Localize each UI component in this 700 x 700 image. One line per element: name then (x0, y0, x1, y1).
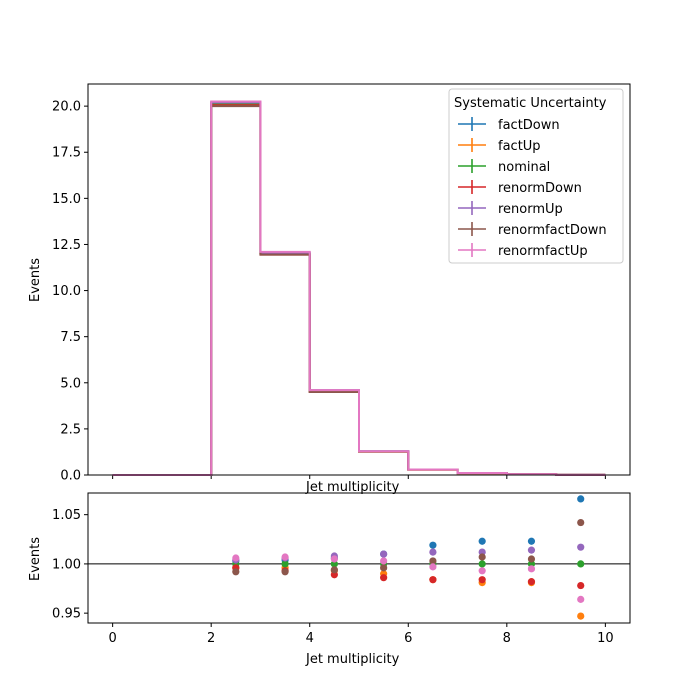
ratio-point-renormfactUp (380, 557, 388, 565)
step-line-renormfactUp (112, 100, 606, 476)
top-histogram-steps (112, 100, 606, 476)
ratio-point-renormDown (429, 576, 437, 584)
ratio-point-nominal (330, 560, 338, 568)
legend-entry-renormDown: renormDown (458, 180, 582, 196)
ratio-point-renormUp (380, 550, 388, 558)
ratio-point-renormfactDown (380, 564, 388, 572)
legend-box (448, 88, 624, 264)
top-ylabel: Events (28, 258, 43, 302)
top-ytick-label: 5.0 (60, 376, 81, 391)
legend-label: nominal (498, 160, 550, 175)
legend-entry-factUp: factUp (458, 138, 541, 154)
legend-entries: factDown factUp nominal renormDown renormUp r… (458, 117, 607, 259)
ratio-point-renormUp (429, 548, 437, 556)
bottom-xlabel: Jet multiplicity (305, 652, 400, 667)
top-ytick-label: 17.5 (52, 146, 81, 161)
bottom-xtick-label: 4 (306, 631, 314, 646)
legend-entry-renormfactDown: renormfactDown (458, 222, 607, 238)
legend-label: renormfactDown (498, 223, 607, 238)
legend-label: factDown (498, 118, 560, 133)
ratio-point-factUp (577, 612, 585, 620)
ratio-point-renormDown (527, 578, 536, 586)
ratio-point-renormfactUp (330, 555, 338, 563)
ratio-point-renormfactUp (577, 595, 585, 603)
top-ytick-label: 2.5 (60, 422, 81, 437)
ratio-point-renormfactDown (232, 568, 240, 576)
ratio-point-renormfactDown (330, 566, 338, 574)
ratio-point-renormfactUp (527, 565, 536, 573)
ratio-point-renormDown (577, 581, 585, 590)
bottom-ylabel: Events (28, 537, 43, 581)
ratio-point-nominal (577, 560, 585, 568)
top-ytick-label: 20.0 (52, 100, 81, 115)
top-ticks: 0.0 2.5 5.0 7.5 10.0 12.5 15.0 17.5 20.0 (52, 100, 606, 484)
legend-entry-factDown: factDown (458, 117, 560, 133)
top-xlabel: Jet multiplicity (305, 480, 400, 495)
bottom-xtick-label: 10 (597, 631, 614, 646)
ratio-point-factDown (429, 541, 437, 549)
ratio-point-factDown (577, 495, 585, 503)
bottom-ytick-label: 0.95 (52, 607, 81, 622)
bottom-xtick-label: 8 (503, 631, 511, 646)
legend-label: factUp (498, 139, 541, 154)
top-ytick-label: 12.5 (52, 238, 81, 253)
bottom-ytick-label: 1.00 (52, 557, 81, 572)
ratio-point-renormfactUp (478, 567, 486, 575)
ratio-point-renormfactDown (527, 555, 536, 563)
top-axes-frame (87, 83, 631, 476)
legend-entry-renormfactUp: renormfactUp (458, 243, 588, 259)
legend-label: renormfactUp (498, 244, 588, 259)
ratio-point-renormDown (330, 571, 338, 579)
ratio-point-renormfactDown (478, 553, 486, 561)
ratio-point-renormUp (527, 546, 536, 554)
bottom-xtick-label: 0 (108, 631, 116, 646)
legend: Systematic Uncertainty factDown factUp nom… (448, 88, 624, 264)
bottom-ytick-label: 1.05 (52, 508, 81, 523)
top-ytick-label: 15.0 (52, 192, 81, 207)
bottom-ticks: 0 2 4 6 8 10 0.95 1.00 1.05 (52, 508, 614, 646)
top-ytick-label: 0.0 (60, 469, 81, 484)
legend-label: renormDown (498, 181, 582, 196)
ratio-point-renormfactDown (577, 518, 585, 527)
ratio-point-renormfactDown (429, 557, 437, 565)
top-ytick-label: 10.0 (52, 284, 81, 299)
legend-title: Systematic Uncertainty (454, 96, 607, 111)
ratio-point-nominal (527, 560, 536, 568)
ratio-point-renormfactUp (429, 563, 437, 571)
top-panel: 0.0 2.5 5.0 7.5 10.0 12.5 15.0 17.5 20.0 Jet mul… (28, 83, 631, 495)
ratio-point-renormUp (478, 548, 486, 556)
ratio-point-renormfactUp (232, 554, 240, 562)
ratio-point-renormfactUp (281, 553, 289, 561)
legend-label: renormUp (498, 202, 563, 217)
bottom-xtick-label: 2 (207, 631, 215, 646)
ratio-point-renormDown (478, 576, 486, 584)
ratio-point-renormfactDown (281, 568, 289, 576)
legend-entry-nominal: nominal (458, 159, 550, 175)
ratio-point-factDown (478, 537, 486, 545)
ratio-point-nominal (478, 560, 486, 568)
legend-entry-renormUp: renormUp (458, 201, 563, 217)
ratio-point-nominal (281, 560, 289, 568)
ratio-point-factDown (527, 537, 536, 545)
bottom-xtick-label: 6 (404, 631, 412, 646)
ratio-points (232, 495, 585, 620)
ratio-point-renormUp (577, 543, 585, 551)
ratio-point-renormDown (380, 574, 388, 582)
bottom-panel: 0 2 4 6 8 10 0.95 1.00 1.05 Jet multiplicity Eve… (28, 492, 631, 667)
top-ytick-label: 7.5 (60, 330, 81, 345)
bottom-axes-frame (87, 492, 631, 624)
